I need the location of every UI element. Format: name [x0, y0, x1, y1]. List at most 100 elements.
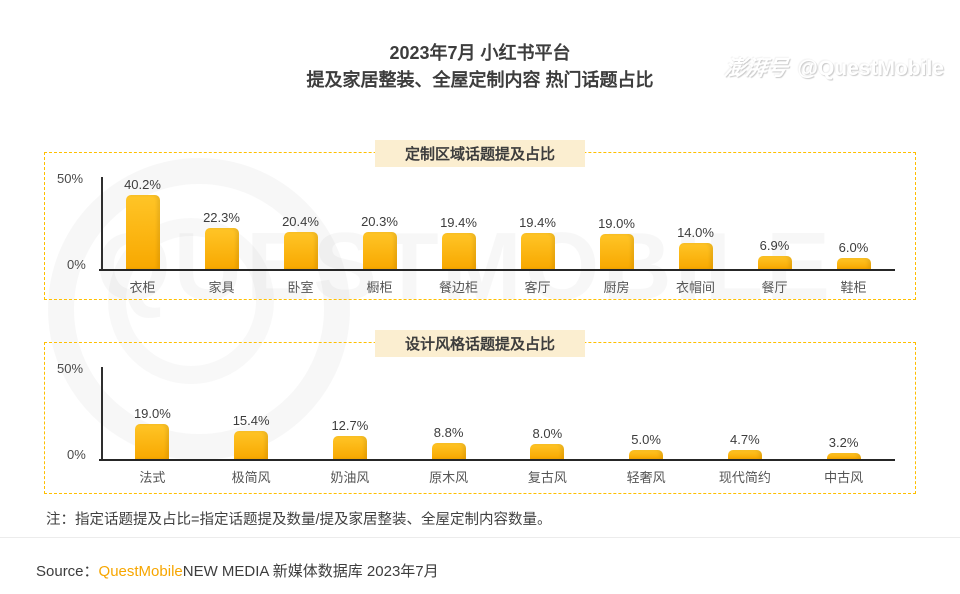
footer-divider	[0, 537, 960, 538]
bar-column: 22.3%	[182, 210, 261, 269]
source-suffix: NEW MEDIA 新媒体数据库 2023年7月	[182, 563, 439, 580]
category-label: 橱柜	[366, 280, 393, 295]
bar-value-label: 19.0%	[598, 216, 635, 231]
y-axis-tick-top: 50%	[57, 171, 84, 186]
bar	[234, 430, 269, 459]
bar-column: 19.0%	[577, 216, 656, 269]
bar-column: 6.9%	[735, 238, 814, 269]
bar	[757, 256, 792, 269]
bar	[629, 449, 664, 459]
bar-value-label: 15.4%	[232, 412, 270, 428]
category-label: 奶油风	[330, 470, 370, 485]
y-axis-line	[101, 177, 103, 269]
category-label: 卧室	[287, 280, 314, 295]
category-labels: 法式 极简风 奶油风 原木风 复古风 轻奢风 现代简约 中古风	[103, 467, 893, 486]
bar-value-label: 12.7%	[331, 417, 369, 433]
page-title: 2023年7月 小红书平台 提及家居整装、全屋定制内容 热门话题占比	[0, 0, 960, 94]
plot-area: 50% 0% 19.0% 15.4% 12.7% 8.8% 8.0% 5.0% 4.7% 3.…	[45, 343, 915, 493]
bar-column: 15.4%	[202, 413, 301, 459]
bar-column: 12.7%	[301, 418, 400, 459]
category-label: 现代简约	[718, 470, 771, 485]
category-label: 轻奢风	[626, 470, 666, 485]
bar	[530, 444, 565, 459]
y-axis-line	[101, 367, 103, 459]
category-label: 衣帽间	[675, 280, 715, 295]
source-brand: QuestMobile	[98, 563, 183, 580]
chart-header-badge: 设计风格话题提及占比	[374, 330, 586, 357]
bar	[431, 442, 466, 459]
bar	[727, 450, 762, 459]
bar	[332, 435, 367, 459]
bar-value-label: 22.3%	[203, 210, 240, 225]
bar-column: 8.0%	[498, 426, 597, 459]
page-title-line2: 提及家居整装、全屋定制内容 热门话题占比	[306, 70, 654, 90]
questmobile-handle: @QuestMobile	[797, 57, 945, 80]
bar-value-label: 3.2%	[828, 435, 859, 451]
bar-column: 4.7%	[696, 432, 795, 459]
bar-value-label: 8.0%	[532, 426, 563, 442]
bar-value-label: 19.0%	[133, 406, 171, 421]
bar-value-label: 4.7%	[730, 432, 760, 448]
bar-value-label: 14.0%	[677, 225, 714, 241]
category-label: 法式	[139, 470, 166, 485]
source-line: Source：QuestMobileNEW MEDIA 新媒体数据库 2023年…	[36, 560, 439, 581]
bar	[678, 243, 713, 269]
bar-value-label: 20.4%	[282, 213, 319, 229]
x-axis-line	[99, 459, 895, 461]
bar-value-label: 5.0%	[631, 431, 661, 447]
chart-design-style-topics: 设计风格话题提及占比 50% 0% 19.0% 15.4% 12.7% 8.8% 8.0…	[44, 330, 916, 494]
bar	[125, 195, 160, 269]
bar-column: 5.0%	[597, 432, 696, 459]
category-label: 中古风	[824, 470, 864, 485]
category-label: 复古风	[527, 470, 567, 485]
bar	[599, 234, 634, 269]
bar-value-label: 20.3%	[361, 213, 398, 229]
bar-value-label: 8.8%	[433, 424, 464, 440]
bar-column: 3.2%	[794, 435, 893, 459]
y-axis-tick-bottom: 0%	[67, 447, 86, 462]
bar-value-label: 40.2%	[124, 177, 161, 192]
category-labels: 衣柜 家具 卧室 橱柜 餐边柜 客厅 厨房 衣帽间 餐厅 鞋柜	[103, 277, 893, 296]
category-label: 原木风	[429, 470, 469, 485]
bar-column: 6.0%	[814, 240, 893, 269]
bar-column: 8.8%	[399, 425, 498, 459]
bar-column: 14.0%	[656, 225, 735, 269]
chart-header-badge: 定制区域话题提及占比	[374, 140, 586, 167]
x-axis-line	[99, 269, 895, 271]
bar	[204, 228, 239, 269]
bar	[283, 231, 318, 269]
bar-value-label: 6.0%	[838, 240, 869, 255]
page-title-line1: 2023年7月 小红书平台	[389, 43, 571, 63]
category-label: 家具	[208, 280, 235, 295]
bar	[135, 424, 170, 459]
corner-watermark: 澎湃号 @QuestMobile	[722, 52, 945, 82]
category-label: 极简风	[231, 470, 271, 485]
bars: 40.2% 22.3% 20.4% 20.3% 19.4% 19.4% 19.0% 14.0%…	[103, 153, 893, 269]
bar-column: 19.0%	[103, 406, 202, 459]
bar-column: 19.4%	[419, 215, 498, 269]
category-label: 餐厅	[761, 280, 788, 295]
chart-custom-area-topics: 定制区域话题提及占比 50% 0% 40.2% 22.3% 20.4% 20.3% 19…	[44, 140, 916, 300]
bar	[826, 453, 861, 459]
category-label: 厨房	[603, 280, 630, 295]
bar-column: 20.4%	[261, 213, 340, 269]
y-axis-tick-top: 50%	[57, 361, 84, 376]
bar-value-label: 19.4%	[519, 215, 556, 231]
bar-column: 40.2%	[103, 177, 182, 269]
plot-area: 50% 0% 40.2% 22.3% 20.4% 20.3% 19.4% 19.4% 19.…	[45, 153, 915, 299]
category-label: 客厅	[524, 280, 551, 295]
bar	[836, 258, 871, 269]
bars: 19.0% 15.4% 12.7% 8.8% 8.0% 5.0% 4.7% 3.2%	[103, 343, 893, 459]
source-prefix: Source：	[36, 563, 99, 580]
category-label: 衣柜	[129, 280, 156, 295]
bar-value-label: 19.4%	[440, 215, 477, 231]
bar	[441, 233, 476, 269]
pengpai-logo: 澎湃号	[722, 57, 789, 80]
bar-column: 19.4%	[498, 215, 577, 269]
bar	[520, 233, 555, 269]
bar	[362, 231, 397, 269]
category-label: 鞋柜	[840, 280, 867, 295]
footnote: 注：指定话题提及占比=指定话题提及数量/提及家居整装、全屋定制内容数量。	[46, 512, 552, 528]
category-label: 餐边柜	[438, 280, 478, 295]
